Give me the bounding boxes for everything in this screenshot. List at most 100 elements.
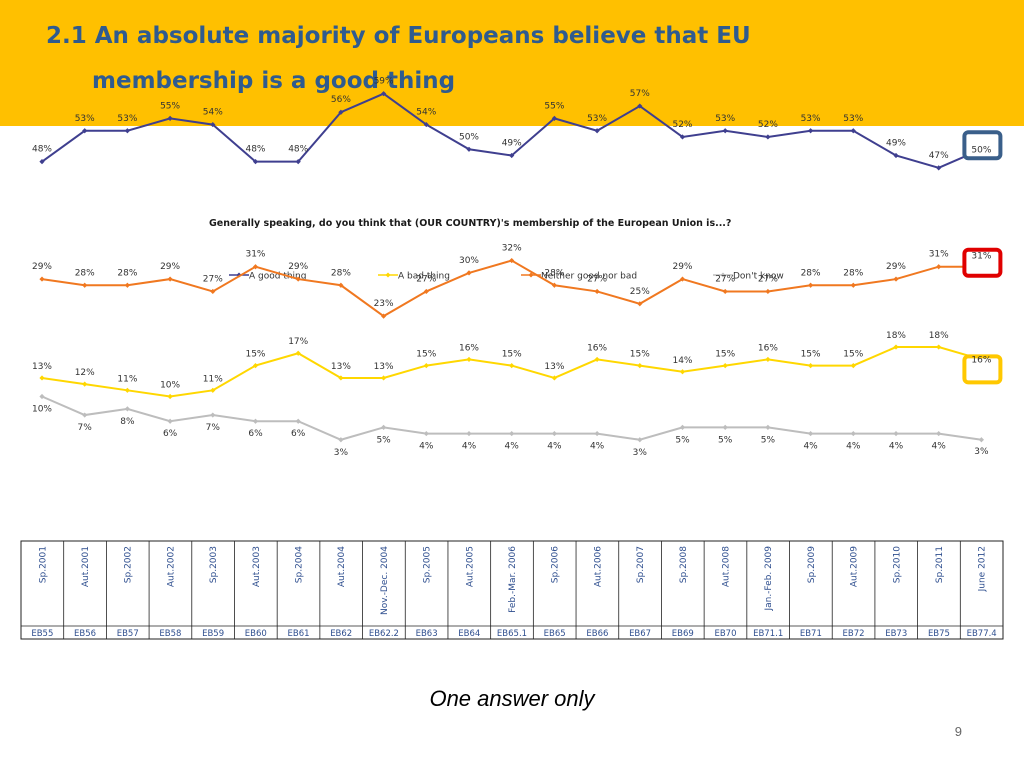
legend-marker	[528, 272, 534, 278]
data-point	[637, 363, 643, 369]
data-label: 53%	[801, 114, 821, 124]
wave-code-label: EB71.1	[753, 629, 783, 639]
data-label: 27%	[758, 274, 778, 284]
data-label: 15%	[843, 350, 863, 360]
data-point	[679, 369, 686, 375]
data-point	[423, 121, 429, 128]
data-point	[765, 134, 771, 140]
data-point	[381, 375, 387, 381]
data-point	[338, 437, 344, 443]
data-label: 28%	[843, 268, 863, 278]
wave-code-label: EB71	[800, 629, 822, 639]
data-point	[124, 406, 130, 412]
legend-label: Neither good nor bad	[541, 272, 637, 282]
data-point	[551, 115, 557, 121]
wave-date-label: Sp.2002	[124, 546, 134, 583]
wave-date-label: Sp.2011	[935, 546, 945, 583]
wave-code-label: EB65	[544, 629, 566, 639]
data-point	[594, 356, 600, 363]
legend-marker	[385, 272, 391, 278]
wave-code-label: EB69	[672, 629, 694, 639]
data-label: 16%	[587, 343, 607, 353]
data-point	[765, 424, 771, 430]
data-point	[167, 418, 173, 424]
data-point	[295, 350, 301, 356]
data-point	[936, 344, 942, 350]
wave-date-label: Aut.2001	[81, 546, 91, 587]
wave-date-label: Sp.2005	[423, 546, 433, 583]
data-label: 15%	[630, 350, 650, 360]
data-point	[808, 282, 814, 288]
data-label: 7%	[206, 423, 221, 433]
data-point	[82, 412, 88, 418]
data-label: 15%	[245, 350, 265, 360]
data-point	[936, 165, 942, 171]
data-label: 53%	[75, 114, 95, 124]
data-point	[936, 430, 942, 437]
data-point	[850, 282, 856, 288]
slide-title-line-1: 2.1 An absolute majority of Europeans be…	[46, 23, 751, 49]
data-point	[39, 393, 45, 400]
data-label: 50%	[971, 145, 991, 155]
chart-legend: A good thing A bad thing Neither good nor …	[229, 272, 784, 282]
data-point	[82, 381, 88, 387]
wave-date-label: Sp.2006	[551, 546, 561, 583]
data-point	[466, 270, 472, 276]
legend-label: A bad thing	[398, 272, 450, 282]
wave-date-label: Aut.2005	[465, 546, 475, 587]
data-label: 4%	[803, 442, 818, 452]
data-label: 11%	[203, 374, 223, 384]
wave-code-label: EB66	[586, 629, 608, 639]
data-point	[893, 344, 899, 350]
data-point	[978, 437, 984, 443]
legend-label: Don't know	[733, 272, 784, 282]
data-point	[466, 356, 472, 363]
data-point	[466, 146, 472, 152]
data-label: 11%	[117, 374, 137, 384]
data-point	[124, 282, 130, 288]
wave-code-label: EB59	[202, 629, 224, 639]
data-label: 10%	[32, 405, 52, 415]
data-point	[679, 276, 686, 282]
data-label: 10%	[160, 381, 180, 391]
data-point	[210, 412, 216, 418]
wave-date-label: June 2012	[978, 546, 988, 592]
data-label: 4%	[846, 442, 861, 452]
wave-date-label: Nov.-Dec. 2004	[380, 546, 390, 615]
data-label: 29%	[160, 262, 180, 272]
data-point	[252, 363, 259, 369]
data-label: 28%	[75, 268, 95, 278]
wave-date-label: Feb.-Mar. 2006	[508, 546, 518, 613]
data-point	[893, 430, 899, 437]
chart-series-group: 48% 53% 53% 55% 54% 48% 48% 56% 59% 54% 50% 49% 55% 5…	[32, 77, 1003, 458]
data-label: 3%	[633, 448, 648, 458]
data-label: 30%	[459, 256, 479, 266]
data-label: 27%	[203, 274, 223, 284]
data-point	[252, 418, 259, 424]
wave-date-label: Aut.2008	[721, 546, 731, 587]
wave-date-label: Jan.-Feb. 2009	[764, 546, 774, 612]
wave-date-label: Aut.2006	[593, 546, 603, 587]
data-label: 14%	[672, 356, 692, 366]
slide-title-line-2: membership is a good thing	[92, 68, 456, 94]
wave-code-label: EB58	[159, 629, 181, 639]
data-label: 31%	[929, 250, 949, 260]
highlight-box	[962, 130, 1003, 161]
data-label: 4%	[505, 442, 520, 452]
data-label: 49%	[502, 138, 522, 148]
data-label: 23%	[374, 299, 394, 309]
data-label: 4%	[462, 442, 477, 452]
data-label: 15%	[801, 350, 821, 360]
table-frame	[20, 540, 1004, 640]
data-label: 6%	[163, 429, 178, 439]
data-point	[850, 430, 856, 437]
data-label: 48%	[288, 145, 308, 155]
data-point	[124, 387, 130, 393]
wave-date-label: Sp.2010	[892, 546, 902, 583]
wave-date-label: Sp.2001	[38, 546, 48, 583]
data-point	[765, 288, 771, 295]
data-label: 18%	[929, 331, 949, 341]
data-label: 54%	[203, 108, 223, 118]
wave-code-label: EB73	[885, 629, 907, 639]
wave-code-label: EB60	[245, 629, 267, 639]
